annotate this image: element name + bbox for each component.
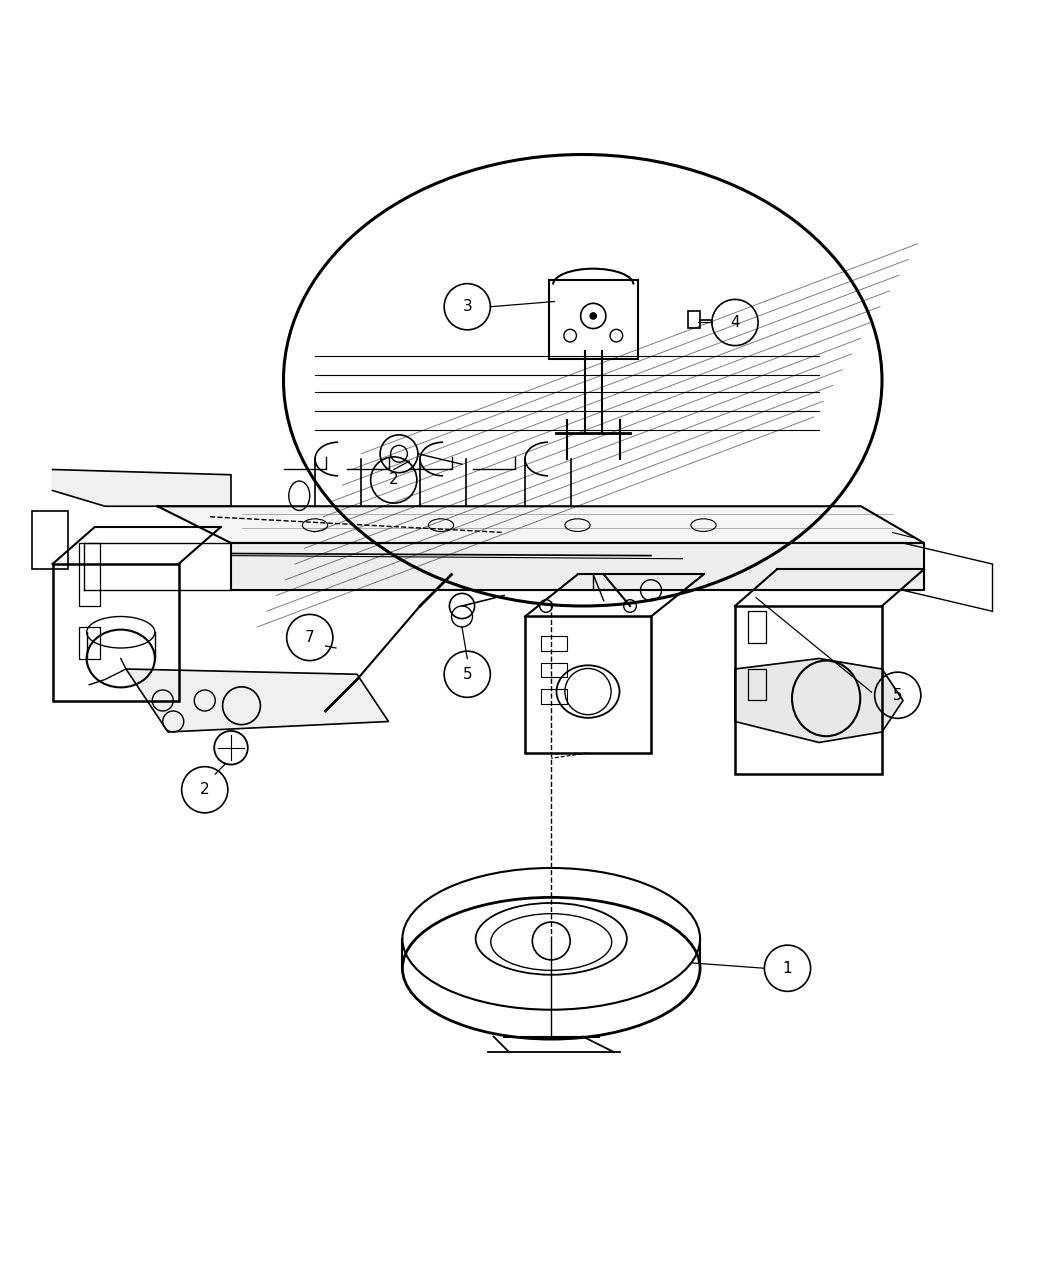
Bar (32, 511, 68, 569)
Polygon shape (158, 506, 924, 543)
Text: 7: 7 (304, 630, 315, 645)
Polygon shape (52, 469, 231, 506)
Bar (525, 617, 651, 754)
Text: 3: 3 (462, 300, 472, 314)
Text: 5: 5 (462, 667, 472, 682)
Text: 1: 1 (782, 961, 793, 975)
Bar (541, 688, 567, 704)
Text: 5: 5 (892, 687, 903, 703)
Bar (79, 627, 100, 658)
Text: 2: 2 (200, 783, 210, 797)
Bar (748, 669, 766, 700)
Bar (52, 564, 178, 700)
Text: 4: 4 (730, 315, 740, 330)
Bar (735, 606, 882, 774)
Bar (748, 611, 766, 643)
Polygon shape (231, 543, 924, 590)
Bar (688, 311, 700, 328)
Bar (79, 543, 100, 606)
Bar (548, 280, 638, 360)
Circle shape (590, 312, 596, 319)
Bar (541, 663, 567, 677)
Bar (541, 636, 567, 652)
Polygon shape (735, 658, 903, 742)
Polygon shape (126, 669, 388, 732)
Text: 2: 2 (388, 473, 399, 487)
